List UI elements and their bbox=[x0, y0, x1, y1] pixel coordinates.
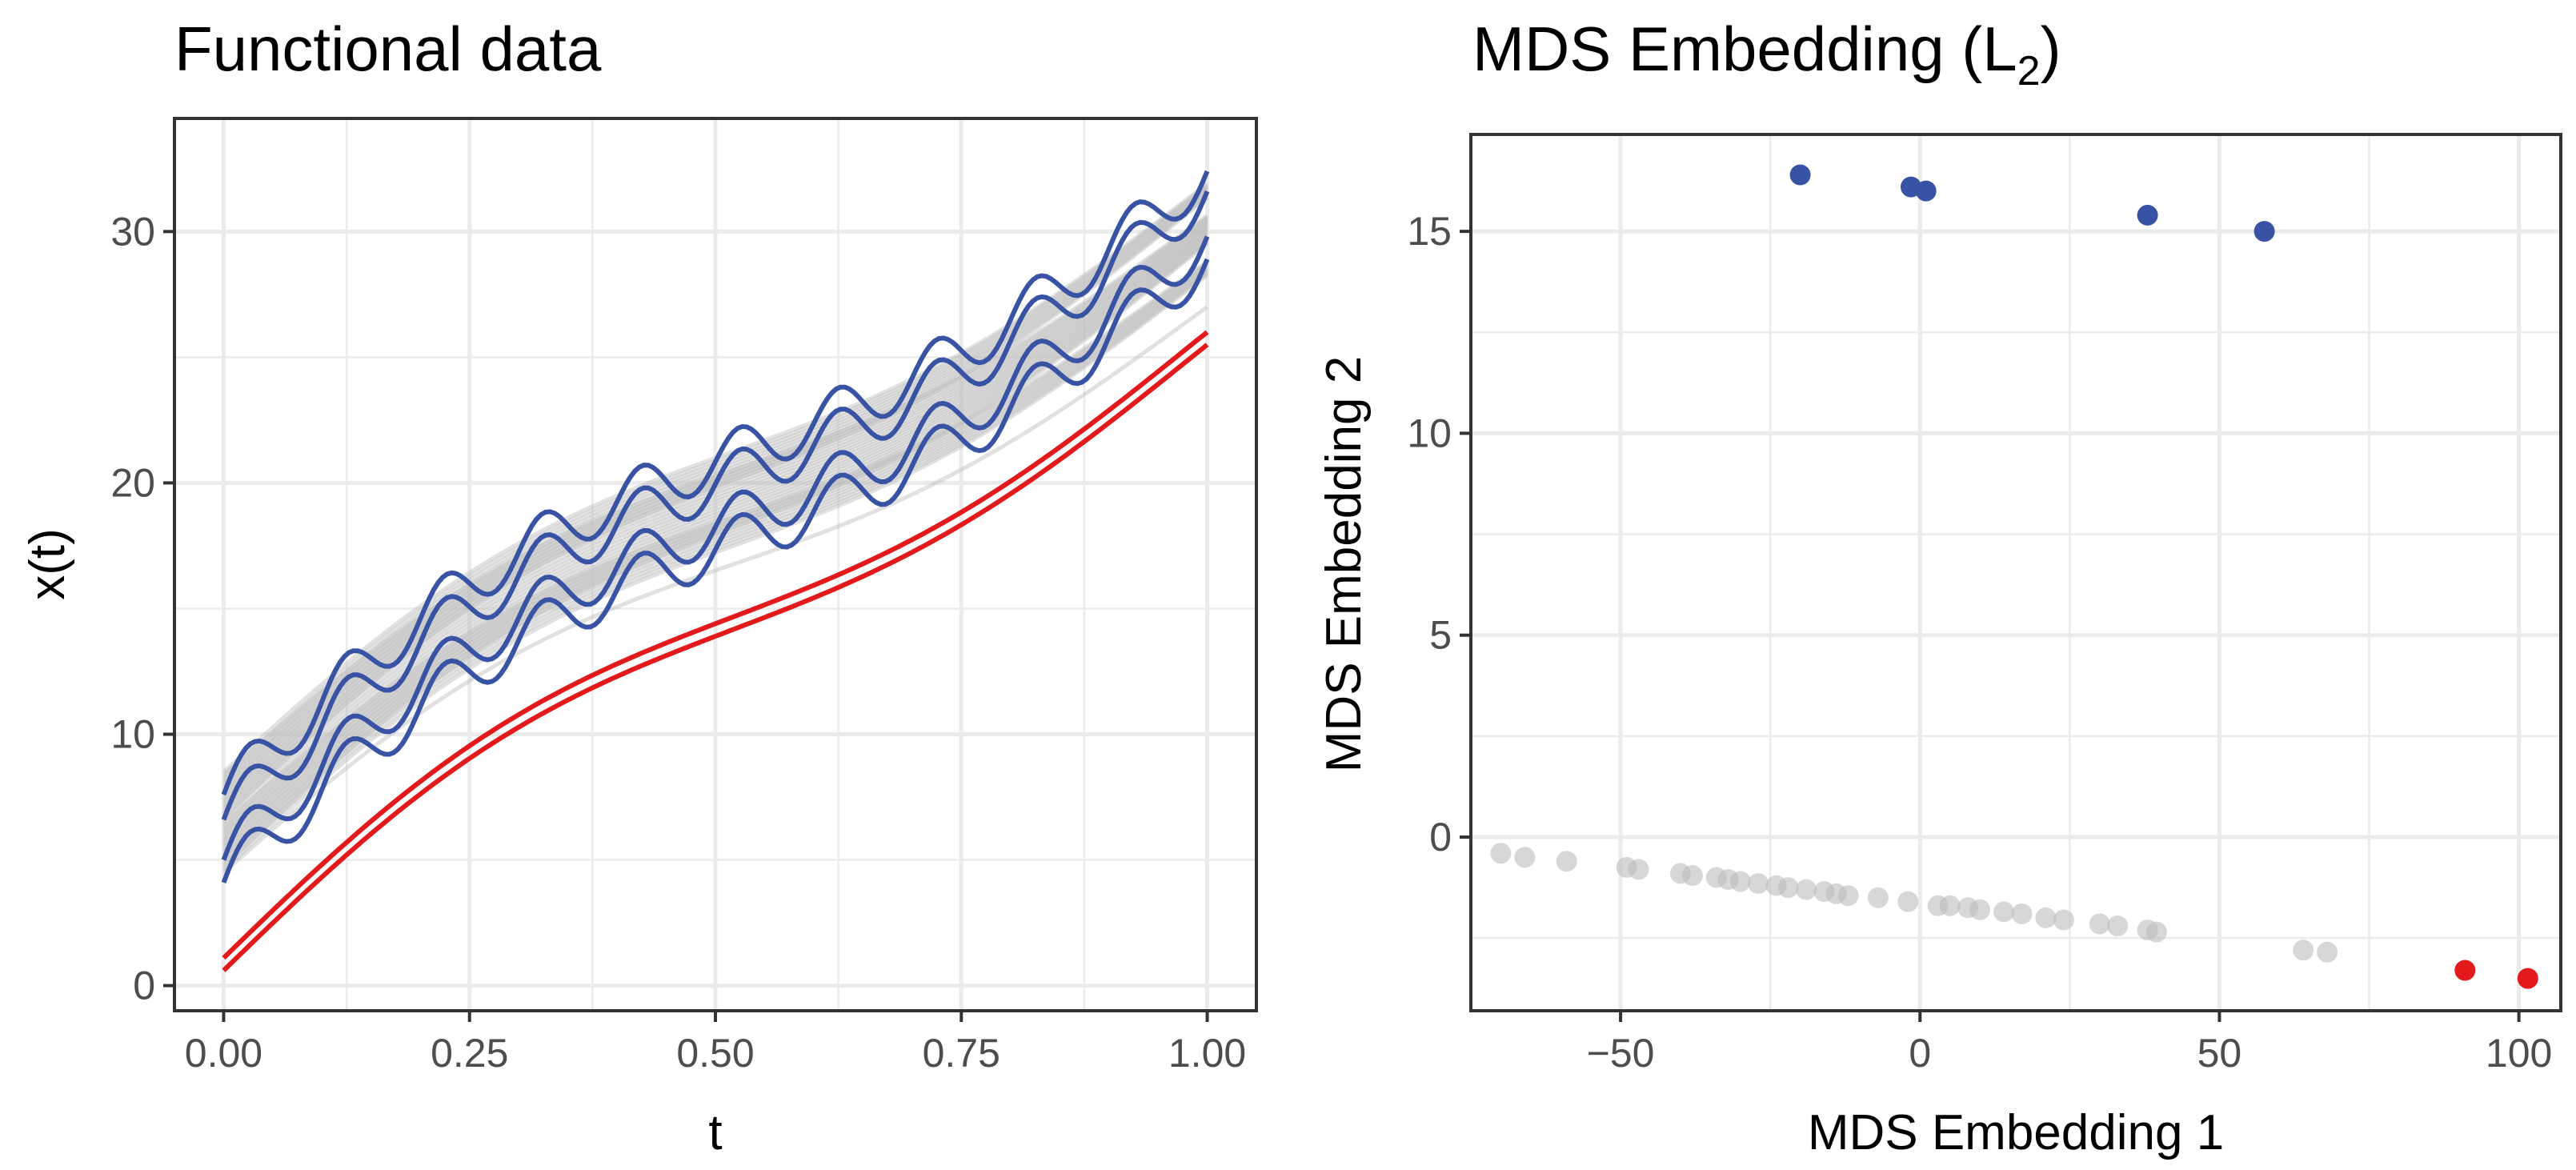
y-tick-label: 20 bbox=[110, 460, 155, 505]
normal-point bbox=[2107, 916, 2129, 936]
normal-point bbox=[1796, 879, 1817, 900]
y-tick-label: 10 bbox=[1407, 411, 1452, 455]
shift-outlier-1-curve bbox=[222, 330, 1209, 960]
normal-curve bbox=[222, 230, 1209, 833]
functional-data-panel: Functional data 0.00 0.25 0.50 0.75 1.00 0 10 2… bbox=[20, 14, 1258, 1160]
y-tick-label: 30 bbox=[110, 209, 155, 254]
normal-curve bbox=[222, 214, 1208, 776]
normal-point bbox=[1681, 865, 1703, 886]
x-tick-label: 0.00 bbox=[185, 1031, 262, 1076]
y-tick-label: 15 bbox=[1407, 209, 1452, 254]
normal-point bbox=[1939, 895, 1961, 916]
normal-point bbox=[2035, 907, 2057, 928]
x-tick-label: 1.00 bbox=[1168, 1031, 1246, 1076]
amplitude-point bbox=[1915, 180, 1937, 202]
x-tick-label: 100 bbox=[2486, 1031, 2552, 1076]
normal-point bbox=[2089, 913, 2110, 935]
normal-curve bbox=[222, 305, 1208, 875]
amplitude-outlier-2-curve bbox=[221, 190, 1210, 821]
normal-curve bbox=[222, 229, 1209, 828]
normal-curve bbox=[222, 226, 1209, 818]
mds-embedding-y-axis-title: MDS Embedding 2 bbox=[1316, 356, 1372, 772]
y-tick-label: 0 bbox=[1429, 815, 1452, 859]
functional-data-y-axis-title: x(t) bbox=[20, 528, 75, 600]
functional-data-x-axis-title: t bbox=[708, 1105, 722, 1160]
functional-data-title: Functional data bbox=[174, 14, 602, 84]
mds-embedding-points bbox=[1490, 164, 2538, 989]
normal-curve bbox=[222, 267, 1209, 851]
normal-curve bbox=[222, 235, 1209, 848]
normal-curve bbox=[222, 264, 1209, 841]
normal-curve bbox=[222, 225, 1208, 812]
normal-curve bbox=[222, 188, 1209, 795]
normal-curve bbox=[222, 227, 1209, 823]
normal-point bbox=[1556, 851, 1577, 872]
normal-curve bbox=[222, 242, 1209, 869]
y-tick-label: 5 bbox=[1429, 613, 1452, 658]
mds-embedding-axis-ticks: −50 0 50 100 0 5 10 15 bbox=[1407, 209, 2552, 1076]
y-tick-label: 10 bbox=[110, 712, 155, 757]
normal-point bbox=[2145, 921, 2167, 943]
mds-title-subscript: 2 bbox=[2017, 48, 2041, 94]
normal-point bbox=[2011, 903, 2033, 924]
normal-point bbox=[2053, 909, 2074, 931]
normal-point bbox=[1837, 885, 1859, 907]
normal-point bbox=[1514, 847, 1536, 868]
functional-data-axis-ticks: 0.00 0.25 0.50 0.75 1.00 0 10 20 30 bbox=[110, 209, 1246, 1076]
mds-embedding-title: MDS Embedding (L2) bbox=[1472, 14, 2061, 94]
amplitude-point bbox=[2253, 221, 2275, 242]
x-tick-label: 50 bbox=[2197, 1031, 2242, 1076]
amplitude-point bbox=[1789, 164, 1811, 186]
shift-point bbox=[2517, 968, 2538, 989]
amplitude-outlier-3-curve bbox=[221, 235, 1210, 861]
x-tick-label: 0 bbox=[1909, 1031, 1931, 1076]
mds-embedding-gridlines bbox=[1471, 134, 2561, 1011]
normal-point bbox=[1867, 887, 1889, 908]
normal-point bbox=[1897, 891, 1919, 912]
normal-point bbox=[1748, 873, 1769, 894]
y-tick-label: 0 bbox=[133, 964, 155, 1008]
shift-outlier-2-curve bbox=[222, 343, 1209, 972]
x-tick-label: 0.25 bbox=[431, 1031, 508, 1076]
mds-embedding-panel-border bbox=[1469, 133, 2562, 1012]
amplitude-point bbox=[2137, 204, 2158, 226]
normal-curve bbox=[222, 190, 1209, 799]
functional-data-curves bbox=[221, 170, 1210, 972]
normal-curve bbox=[222, 191, 1209, 805]
normal-point bbox=[1628, 859, 1649, 880]
x-tick-label: 0.75 bbox=[923, 1031, 1000, 1076]
normal-point bbox=[2317, 941, 2338, 963]
mds-title-suffix: ) bbox=[2041, 14, 2061, 84]
amplitude-outlier-1-curve bbox=[221, 170, 1210, 795]
normal-point bbox=[2293, 940, 2314, 961]
normal-curve bbox=[222, 269, 1209, 856]
normal-curve bbox=[222, 234, 1209, 843]
normal-curve bbox=[222, 266, 1208, 846]
x-tick-label: 0.50 bbox=[676, 1031, 754, 1076]
normal-curve bbox=[222, 186, 1209, 789]
normal-point bbox=[1993, 901, 2014, 923]
x-tick-label: −50 bbox=[1587, 1031, 1655, 1076]
mds-embedding-panel: MDS Embedding (L2) −50 0 50 100 0 5 10 15 MDS E… bbox=[1316, 14, 2562, 1160]
normal-point bbox=[1490, 843, 1512, 864]
normal-point bbox=[1969, 899, 1991, 920]
mds-title-main: MDS Embedding (L bbox=[1472, 14, 2017, 84]
mds-embedding-x-axis-title: MDS Embedding 1 bbox=[1808, 1105, 2224, 1160]
normal-point bbox=[1729, 871, 1751, 892]
normal-point bbox=[1777, 877, 1799, 899]
shift-point bbox=[2454, 960, 2476, 981]
amplitude-outlier-4-curve bbox=[221, 258, 1210, 884]
